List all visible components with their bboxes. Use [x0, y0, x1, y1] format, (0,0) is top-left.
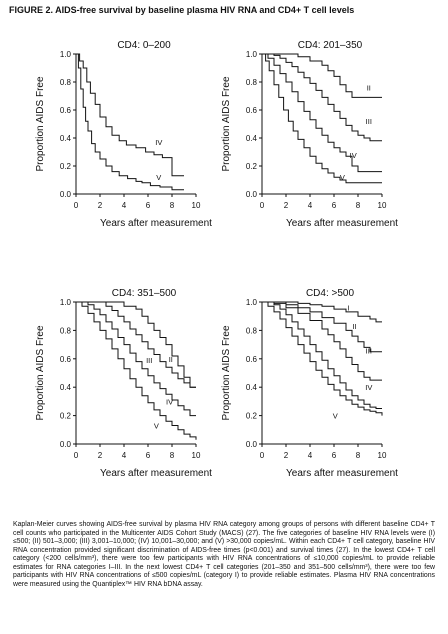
x-axis-label: Years after measurement [286, 218, 398, 229]
y-tick-label: 1.0 [246, 298, 258, 307]
series-label-III: III [366, 346, 372, 355]
x-tick-label: 4 [122, 201, 127, 210]
y-tick-label: 1.0 [60, 50, 72, 59]
y-axis-label: Proportion AIDS Free [221, 76, 232, 171]
x-axis-label: Years after measurement [100, 468, 212, 479]
y-tick-label: 0.0 [60, 190, 72, 199]
x-tick-label: 10 [192, 201, 201, 210]
series-label-V: V [156, 173, 161, 182]
y-tick-label: 0.2 [60, 412, 72, 421]
y-axis-label: Proportion AIDS Free [221, 325, 232, 420]
panel-4: 0 2 4 6 8 10 0.0 0.2 0.4 0.6 0.8 1.0 CD4: >500 Years … [221, 288, 398, 479]
series-line-V [76, 301, 197, 440]
x-tick-label: 0 [74, 201, 79, 210]
y-tick-label: 0.0 [60, 440, 72, 449]
panel-1: 0 2 4 6 8 10 0.0 0.2 0.4 0.6 0.8 1.0 CD4: 0–200 Years… [35, 40, 212, 229]
series-line-II [262, 53, 382, 98]
y-tick-label: 0.4 [60, 134, 72, 143]
series-label-IV: IV [365, 383, 372, 392]
x-tick-label: 0 [74, 451, 79, 460]
y-tick-label: 0.4 [60, 383, 72, 392]
series-line-III [76, 301, 196, 388]
series-label-IV: IV [155, 138, 162, 147]
y-tick-label: 1.0 [246, 50, 258, 59]
series-label-IV: IV [166, 397, 173, 406]
y-tick-label: 0.8 [60, 326, 72, 335]
panel-title: CD4: 351–500 [112, 288, 177, 299]
series-line-IV [76, 301, 196, 417]
x-tick-label: 0 [260, 451, 265, 460]
x-tick-label: 10 [378, 201, 387, 210]
y-tick-label: 0.2 [246, 412, 258, 421]
x-tick-label: 4 [308, 451, 313, 460]
y-tick-label: 0.8 [246, 326, 258, 335]
y-tick-label: 0.6 [60, 106, 72, 115]
series-line-V [262, 301, 383, 416]
series-line-V [262, 53, 382, 184]
panel-3: 0 2 4 6 8 10 0.0 0.2 0.4 0.6 0.8 1.0 CD4: 351–500 Yea… [35, 288, 212, 479]
x-axis-label: Years after measurement [100, 218, 212, 229]
series-line-IV [262, 301, 382, 409]
y-tick-label: 0.6 [246, 355, 258, 364]
x-tick-label: 8 [356, 201, 361, 210]
figure-caption: Kaplan-Meier curves showing AIDS-free su… [13, 521, 435, 588]
x-tick-label: 2 [284, 201, 289, 210]
series-label-II: II [367, 84, 371, 93]
panel-title: CD4: 201–350 [298, 40, 363, 51]
series-label-IV: IV [350, 151, 357, 160]
x-tick-label: 10 [378, 451, 387, 460]
y-tick-label: 0.4 [246, 383, 258, 392]
x-tick-label: 8 [356, 451, 361, 460]
series-label-III: III [366, 117, 372, 126]
x-tick-label: 6 [146, 201, 151, 210]
series-label-II: II [352, 322, 356, 331]
y-tick-label: 0.2 [246, 162, 258, 171]
figure-title: FIGURE 2. AIDS-free survival by baseline… [9, 5, 355, 15]
panel-title: CD4: 0–200 [117, 40, 171, 51]
series-label-V: V [340, 173, 345, 182]
x-tick-label: 2 [284, 451, 289, 460]
y-tick-label: 0.4 [246, 134, 258, 143]
series-line-IV [262, 53, 382, 173]
series-label-I: I [347, 304, 349, 313]
series-label-III: III [146, 356, 152, 365]
y-tick-label: 0.6 [60, 355, 72, 364]
panel-title: CD4: >500 [306, 288, 355, 299]
y-tick-label: 0.0 [246, 190, 258, 199]
y-axis-label: Proportion AIDS Free [35, 325, 46, 420]
x-tick-label: 2 [98, 451, 103, 460]
x-axis-label: Years after measurement [286, 468, 398, 479]
series-line-IV [76, 53, 184, 177]
series-line-II [76, 301, 196, 388]
y-tick-label: 0.8 [60, 78, 72, 87]
y-tick-label: 0.8 [246, 78, 258, 87]
x-tick-label: 8 [170, 451, 175, 460]
series-line-I [262, 301, 382, 323]
series-line-V [76, 53, 184, 191]
series-line-III [262, 53, 382, 142]
x-tick-label: 6 [332, 451, 337, 460]
x-tick-label: 10 [192, 451, 201, 460]
y-tick-label: 0.0 [246, 440, 258, 449]
y-tick-label: 0.6 [246, 106, 258, 115]
x-tick-label: 4 [122, 451, 127, 460]
panel-2: 0 2 4 6 8 10 0.0 0.2 0.4 0.6 0.8 1.0 CD4: 201–350 Yea… [221, 40, 398, 229]
series-label-V: V [333, 412, 338, 421]
series-label-V: V [154, 422, 159, 431]
x-tick-label: 4 [308, 201, 313, 210]
x-tick-label: 2 [98, 201, 103, 210]
x-tick-label: 0 [260, 201, 265, 210]
x-tick-label: 6 [146, 451, 151, 460]
series-line-III [262, 301, 382, 381]
series-line-II [262, 301, 382, 353]
y-tick-label: 0.2 [60, 162, 72, 171]
x-tick-label: 8 [170, 201, 175, 210]
y-tick-label: 1.0 [60, 298, 72, 307]
x-tick-label: 6 [332, 201, 337, 210]
series-label-II: II [169, 355, 173, 364]
y-axis-label: Proportion AIDS Free [35, 76, 46, 171]
